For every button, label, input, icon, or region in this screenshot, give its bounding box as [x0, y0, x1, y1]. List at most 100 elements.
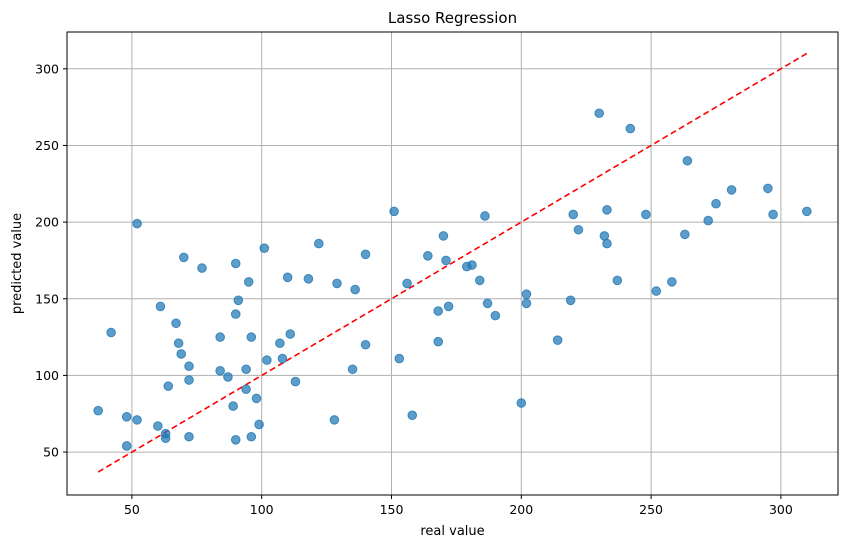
data-point [241, 364, 251, 375]
data-point [641, 209, 651, 220]
data-point [516, 398, 527, 408]
x-tick-label: 150 [380, 502, 404, 517]
data-point [243, 277, 254, 287]
data-point [482, 298, 493, 309]
data-point [160, 433, 171, 444]
data-point [155, 301, 166, 312]
data-point [230, 258, 241, 269]
data-point [438, 231, 449, 241]
data-point [171, 318, 181, 329]
data-point [711, 198, 721, 209]
data-point [651, 286, 662, 296]
data-point [275, 338, 285, 349]
data-point [347, 364, 358, 375]
axis-ticks: 50 100 150 200 250 300 50 100 150 200 250 300 [35, 61, 793, 517]
data-point [184, 361, 194, 372]
chart-title: Lasso Regression [388, 9, 517, 27]
data-point [262, 355, 272, 365]
data-point [121, 412, 132, 422]
reference-line-group [97, 52, 808, 473]
data-point [565, 295, 576, 306]
data-point [228, 401, 238, 411]
data-point [254, 419, 264, 430]
data-point [703, 215, 714, 226]
data-point [360, 249, 371, 260]
data-point [106, 327, 116, 338]
data-point [602, 238, 612, 249]
data-point [573, 224, 584, 235]
data-point [277, 353, 288, 364]
data-point [215, 332, 225, 342]
data-point [121, 441, 132, 451]
data-point [768, 209, 778, 220]
data-point [423, 251, 433, 261]
data-point [230, 435, 241, 445]
data-point [241, 384, 251, 395]
data-point [290, 376, 301, 387]
y-tick-label: 100 [35, 368, 59, 383]
reference-line [97, 52, 808, 473]
data-point [625, 123, 636, 134]
data-point [332, 278, 342, 289]
data-point [132, 415, 142, 425]
data-point [389, 206, 399, 217]
data-point [215, 366, 225, 376]
data-point [433, 336, 444, 347]
data-point [246, 332, 257, 342]
y-tick-label: 50 [43, 445, 59, 460]
data-point [303, 274, 314, 284]
x-tick-label: 50 [124, 502, 140, 517]
data-point [329, 415, 340, 425]
data-point [667, 277, 677, 287]
data-point [680, 229, 690, 240]
data-point [402, 278, 412, 289]
data-point [314, 238, 324, 249]
x-tick-label: 200 [509, 502, 533, 517]
data-point [490, 310, 501, 321]
data-point [474, 275, 485, 286]
y-tick-label: 300 [35, 61, 59, 76]
x-tick-label: 100 [250, 502, 274, 517]
data-point [726, 185, 737, 195]
x-axis-label: real value [420, 524, 484, 539]
data-point [763, 183, 773, 194]
y-tick-label: 150 [35, 291, 59, 306]
data-point [132, 218, 142, 229]
data-point [233, 295, 244, 306]
data-point [251, 393, 262, 404]
data-point [407, 410, 418, 421]
data-point [184, 431, 194, 442]
data-point [179, 252, 189, 263]
y-tick-label: 250 [35, 138, 59, 153]
data-point [443, 301, 454, 312]
data-point [230, 309, 241, 319]
data-point [153, 421, 163, 431]
data-point [223, 372, 233, 382]
y-axis-label: predicted value [10, 213, 25, 314]
x-tick-label: 250 [639, 502, 663, 517]
data-point [568, 209, 579, 220]
data-point [467, 260, 477, 270]
data-point [197, 263, 207, 273]
data-point [441, 255, 451, 266]
data-point [480, 211, 490, 221]
data-point [521, 298, 532, 309]
data-point [173, 338, 184, 349]
data-point [163, 381, 174, 391]
data-point [394, 353, 405, 364]
data-point [350, 284, 360, 295]
data-point [433, 306, 444, 316]
data-point [360, 339, 371, 350]
data-point [612, 275, 623, 286]
data-point [682, 155, 693, 166]
y-tick-label: 200 [35, 215, 59, 230]
data-point [259, 243, 270, 253]
data-point [521, 289, 532, 299]
data-point [552, 335, 563, 345]
data-points [93, 108, 812, 451]
data-point [602, 205, 612, 215]
data-point [282, 272, 293, 283]
x-tick-label: 300 [769, 502, 793, 517]
